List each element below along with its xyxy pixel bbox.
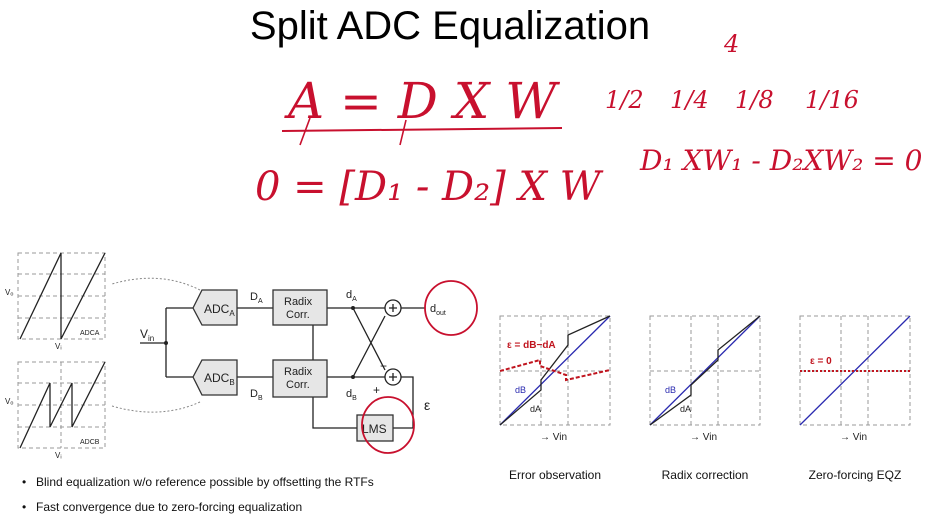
hw-arrows [299, 117, 407, 146]
vin-axis: → Vin [840, 432, 867, 443]
hw-underline [281, 127, 563, 132]
adc-a-block [192, 289, 238, 326]
svg-text:Radix: Radix [284, 366, 313, 378]
svg-text:Radix: Radix [284, 296, 313, 308]
svg-text:+: + [373, 383, 380, 397]
caption-radix-correction: Radix correction [661, 468, 749, 482]
radix-corr-b-block [272, 359, 328, 398]
svg-text:Vin: Vin [140, 327, 154, 343]
adc-b-block [192, 359, 238, 396]
radix-corr-a-block [272, 289, 328, 326]
adc-b-transfer-plot: ADCB Vₒ Vᵢ [5, 361, 106, 460]
svg-text:ε = 0: ε = 0 [810, 356, 832, 367]
hw-eq3: D₁ XW₁ - D₂XW₂ = 0 [639, 144, 922, 177]
svg-text:ADCA: ADCA [204, 302, 235, 318]
hw-eq1: A = D X W [284, 72, 560, 130]
svg-text:ε = dB−dA: ε = dB−dA [507, 340, 556, 351]
split-adc-block-diagram: ADCA ADCB Radix Corr. Radix Corr. LMS Vi… [140, 280, 478, 454]
hw-eq2: 0 = [D₁ - D₂] X W [255, 164, 604, 210]
svg-text:dA: dA [346, 289, 357, 303]
svg-text:ADCA: ADCA [80, 330, 100, 337]
hw-circle-lms [361, 396, 415, 454]
svg-text:Vᵢ: Vᵢ [55, 451, 62, 460]
hw-frac: 1/8 [735, 86, 774, 114]
svg-text:−: − [380, 359, 387, 373]
bullet-item: • Fast convergence due to zero-forcing eq… [22, 500, 303, 514]
svg-text:ADCB: ADCB [204, 371, 235, 387]
plot-pointer-arrows [111, 277, 201, 413]
error-observation-plot: ε = dB−dA dB dA [499, 315, 611, 426]
caption-zero-forcing: Zero-forcing EQZ [808, 468, 902, 482]
bullet-item: • Blind equalization w/o reference possib… [22, 475, 374, 489]
svg-text:ADCB: ADCB [80, 439, 100, 446]
svg-text:dB: dB [665, 385, 676, 395]
hw-circle-dout [424, 280, 478, 336]
radix-correction-plot: dB dA [649, 315, 761, 426]
hw-frac: 1/16 [805, 86, 859, 114]
hw-frac: 1/4 [670, 86, 709, 114]
vin-axis: → Vin [690, 432, 717, 443]
slide-title: Split ADC Equalization [249, 4, 651, 48]
hw-frac: 1/2 [605, 86, 644, 114]
zero-forcing-plot: ε = 0 [799, 315, 911, 426]
svg-text:dout: dout [430, 303, 446, 317]
svg-text:dB: dB [346, 388, 357, 402]
handwritten-annotations: A = D X W 0 = [D₁ - D₂] X W D₁ XW₁ - D₂X… [255, 30, 922, 210]
svg-text:LMS: LMS [362, 422, 387, 436]
svg-text:dB: dB [515, 385, 526, 395]
svg-text:ε: ε [424, 397, 430, 413]
svg-text:dA: dA [680, 404, 691, 414]
adc-a-transfer-plot: ADCA Vₒ Vᵢ [5, 252, 106, 351]
svg-text:Vᵢ: Vᵢ [55, 342, 62, 351]
svg-text:Corr.: Corr. [286, 379, 310, 391]
svg-text:Corr.: Corr. [286, 309, 310, 321]
hw-four: 4 [723, 30, 739, 58]
svg-text:DB: DB [250, 388, 263, 402]
svg-text:dA: dA [530, 404, 541, 414]
svg-text:DA: DA [250, 291, 263, 305]
svg-text:Vₒ: Vₒ [5, 288, 13, 297]
caption-error-observation: Error observation [508, 468, 602, 482]
svg-text:Vₒ: Vₒ [5, 397, 13, 406]
vin-axis: → Vin [540, 432, 567, 443]
